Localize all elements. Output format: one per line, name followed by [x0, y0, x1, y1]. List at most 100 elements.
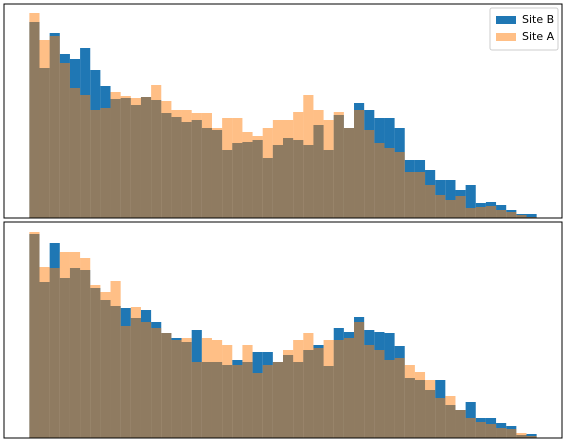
- bar: [414, 172, 426, 218]
- bar: [354, 110, 365, 218]
- bar: [39, 267, 50, 438]
- bar: [435, 195, 446, 218]
- bar: [516, 433, 527, 438]
- bar: [496, 428, 507, 438]
- bar: [80, 258, 91, 438]
- bar: [526, 214, 537, 218]
- bar: [364, 130, 375, 218]
- bar: [191, 362, 202, 438]
- bar: [343, 128, 355, 218]
- bar: [435, 398, 446, 438]
- legend-label: Site A: [522, 30, 555, 43]
- bar: [323, 340, 334, 438]
- bar: [394, 152, 405, 218]
- bar: [201, 338, 212, 438]
- legend-swatch: [496, 33, 516, 41]
- bar: [211, 128, 223, 218]
- bar: [90, 285, 101, 438]
- bar: [425, 185, 436, 218]
- bar: [465, 418, 476, 438]
- bar: [252, 373, 263, 438]
- bar: [161, 101, 172, 218]
- bar: [374, 350, 385, 438]
- bar: [374, 143, 385, 218]
- bar: [343, 338, 355, 438]
- bar: [455, 196, 466, 218]
- bar: [333, 112, 344, 218]
- bar: [49, 36, 60, 218]
- bar: [120, 96, 131, 218]
- bar: [130, 307, 141, 438]
- bar: [29, 13, 40, 218]
- bar: [526, 436, 537, 438]
- bar: [364, 345, 375, 438]
- bar: [496, 210, 507, 218]
- legend-label: Site B: [522, 13, 554, 26]
- bar: [516, 215, 527, 218]
- bar: [242, 132, 253, 218]
- bar: [100, 292, 111, 438]
- bar: [455, 410, 466, 438]
- bar: [394, 358, 405, 438]
- bar: [140, 97, 152, 218]
- axes-frame: [3, 3, 563, 219]
- bar: [262, 128, 273, 218]
- bar: [151, 328, 162, 438]
- bar: [384, 148, 395, 218]
- bar: [110, 92, 121, 218]
- bar: [171, 340, 182, 438]
- bar: [475, 207, 486, 218]
- bar: [80, 95, 91, 218]
- bar: [39, 40, 50, 218]
- bar: [69, 252, 81, 438]
- axes-frame: [3, 221, 563, 439]
- bar: [120, 326, 131, 438]
- bar: [465, 185, 476, 218]
- bar: [313, 348, 324, 438]
- bar: [485, 424, 497, 438]
- bar: [29, 232, 40, 438]
- bar: [181, 110, 192, 218]
- bar: [140, 322, 152, 438]
- bar: [100, 108, 111, 218]
- bar: [384, 360, 395, 438]
- bar: [69, 88, 81, 218]
- bar: [303, 95, 314, 218]
- bar: [506, 429, 517, 438]
- bar: [110, 281, 121, 438]
- bar: [151, 85, 162, 218]
- bar: [404, 172, 415, 218]
- bar: [171, 110, 182, 218]
- bar: [414, 372, 426, 438]
- bar: [445, 396, 456, 438]
- bar: [90, 110, 101, 218]
- bar: [222, 345, 233, 438]
- bar: [485, 206, 497, 218]
- bar: [303, 333, 314, 438]
- bar: [475, 422, 486, 438]
- bar: [445, 180, 456, 218]
- bar: [333, 340, 344, 438]
- bar: [313, 110, 324, 218]
- bar: [181, 338, 192, 438]
- bar: [201, 113, 212, 218]
- bar: [293, 112, 304, 218]
- bar: [191, 113, 202, 218]
- bar: [232, 365, 243, 438]
- bar: [404, 365, 415, 438]
- bar: [425, 380, 436, 438]
- bar: [272, 362, 283, 438]
- bar: [59, 252, 70, 438]
- bar: [222, 118, 233, 218]
- bar: [506, 212, 517, 218]
- bar: [445, 200, 456, 218]
- bar: [211, 340, 223, 438]
- bar: [283, 120, 294, 218]
- bar: [323, 120, 334, 218]
- bar: [354, 322, 365, 438]
- bar: [232, 118, 243, 218]
- bar: [130, 98, 141, 218]
- bar: [283, 350, 294, 438]
- bar: [272, 120, 283, 218]
